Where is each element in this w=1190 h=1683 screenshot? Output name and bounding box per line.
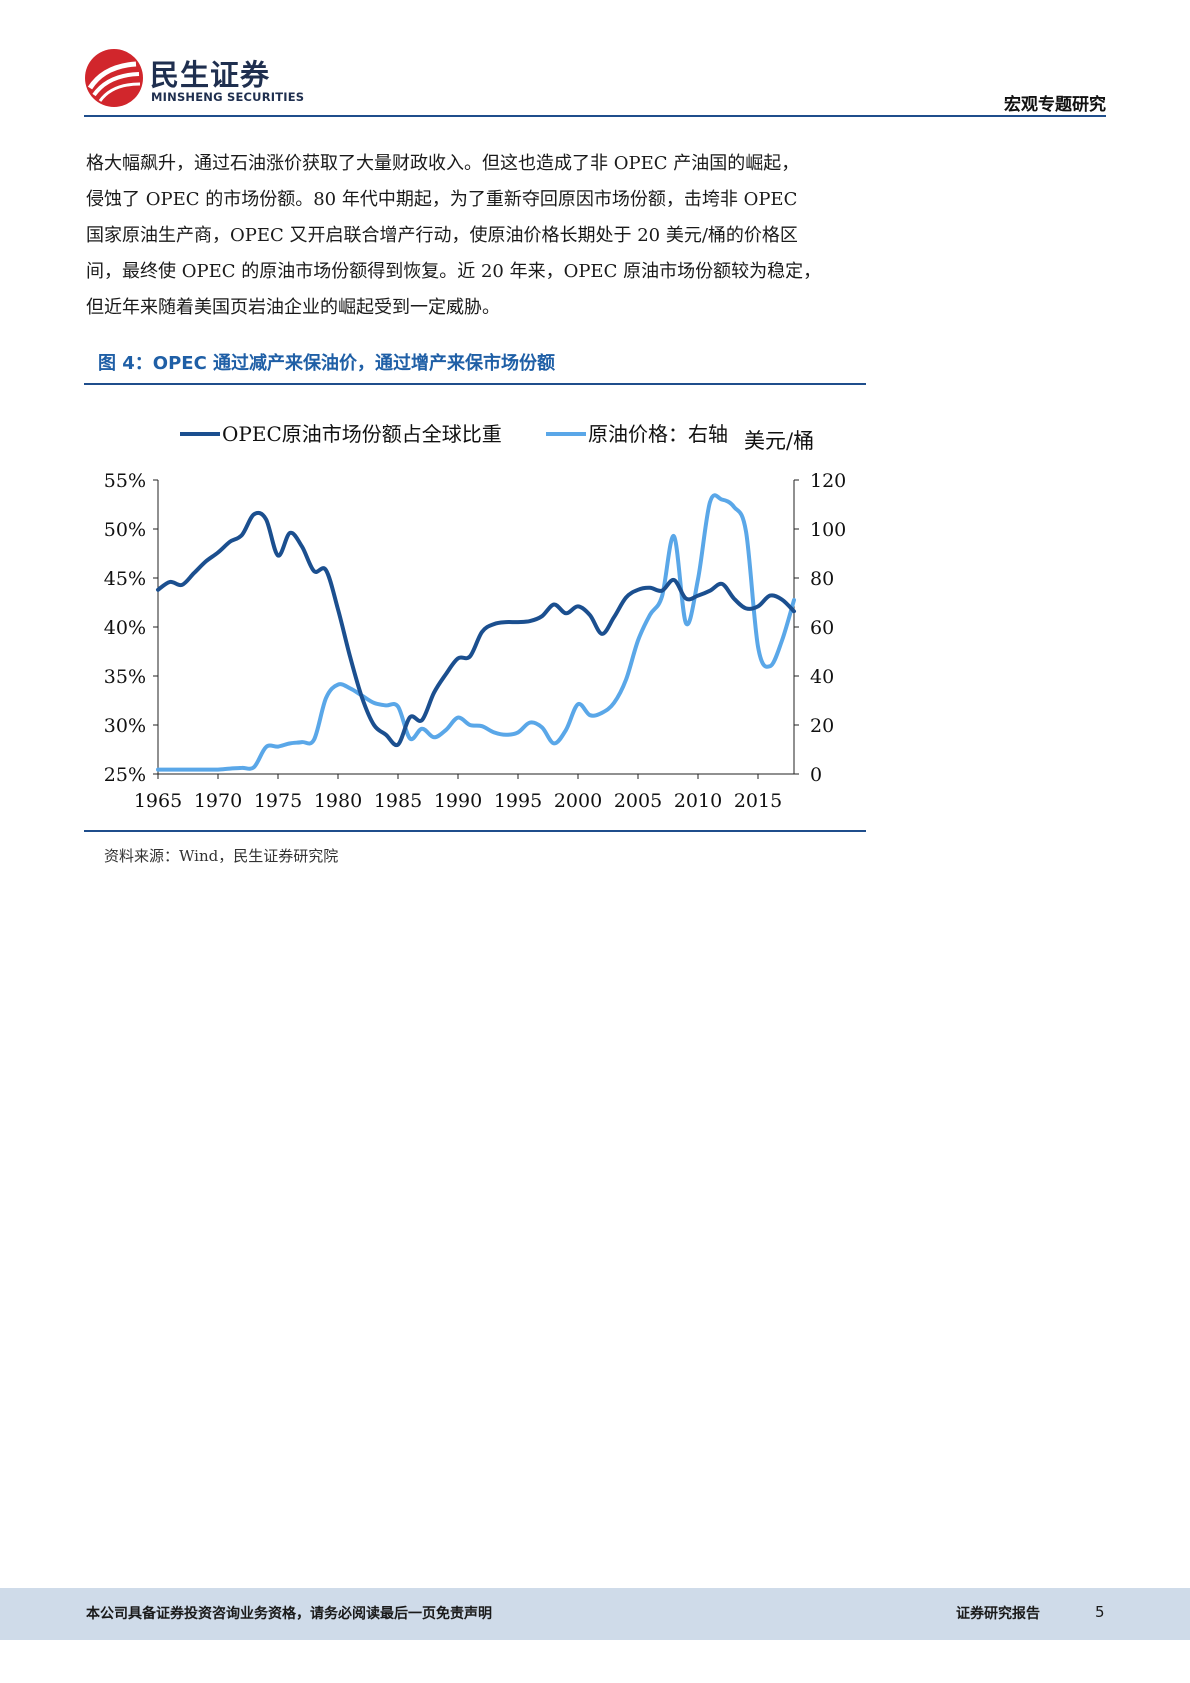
left-axis-tick-label: 25% <box>104 764 146 786</box>
right-axis-tick-label: 120 <box>810 470 846 492</box>
figure-title: 图 4：OPEC 通过减产来保油价，通过增产来保市场份额 <box>98 353 556 374</box>
logo-text-cn: 民生证券 <box>150 58 271 92</box>
body-line: 国家原油生产商，OPEC 又开启联合增产行动，使原油价格长期处于 20 美元/桶… <box>86 225 798 246</box>
body-paragraph: 格大幅飙升，通过石油涨价获取了大量财政收入。但这也造成了非 OPEC 产油国的崛… <box>86 146 896 326</box>
legend-label-opec-share: OPEC原油市场份额占全球比重 <box>222 422 502 446</box>
left-axis-tick-label: 30% <box>104 715 146 737</box>
right-axis-tick-label: 0 <box>810 764 822 786</box>
x-axis-tick-label: 1975 <box>254 790 302 812</box>
left-axis-tick-label: 40% <box>104 617 146 639</box>
x-axis-tick-label: 1965 <box>134 790 182 812</box>
right-axis-tick-label: 20 <box>810 715 834 737</box>
x-axis-tick-label: 1980 <box>314 790 362 812</box>
figure-bottom-divider <box>84 830 866 832</box>
x-axis-tick-label: 1990 <box>434 790 482 812</box>
right-axis-tick-label: 40 <box>810 666 834 688</box>
x-axis-tick-label: 1970 <box>194 790 242 812</box>
opec-share-series-line <box>156 510 796 748</box>
left-axis-tick-label: 55% <box>104 470 146 492</box>
page-number: 5 <box>1095 1603 1105 1621</box>
right-axis-tick-label: 80 <box>810 568 834 590</box>
right-axis-tick-label: 100 <box>810 519 846 541</box>
left-axis-tick-label: 35% <box>104 666 146 688</box>
x-axis-tick-label: 2010 <box>674 790 722 812</box>
body-line: 但近年来随着美国页岩油企业的崛起受到一定威胁。 <box>86 297 500 318</box>
oil-price-series-line <box>156 493 796 772</box>
footer-disclaimer: 本公司具备证券投资咨询业务资格，请务必阅读最后一页免责声明 <box>86 1606 492 1622</box>
header-divider <box>84 115 1106 117</box>
right-axis-tick-label: 60 <box>810 617 834 639</box>
body-line: 间，最终使 OPEC 的原油市场份额得到恢复。近 20 年来，OPEC 原油市场… <box>86 261 822 282</box>
body-line: 格大幅飙升，通过石油涨价获取了大量财政收入。但这也造成了非 OPEC 产油国的崛… <box>86 153 800 174</box>
left-axis-tick-label: 45% <box>104 568 146 590</box>
x-axis-tick-label: 1985 <box>374 790 422 812</box>
page-footer: 本公司具备证券投资咨询业务资格，请务必阅读最后一页免责声明 证券研究报告 5 <box>0 1588 1190 1640</box>
figure-top-divider <box>84 383 866 385</box>
right-axis-unit-label: 美元/桶 <box>744 429 814 453</box>
page-header: 民生证券 MINSHENG SECURITIES 宏观专题研究 <box>84 44 1106 116</box>
footer-report-type: 证券研究报告 <box>956 1606 1040 1622</box>
x-axis-tick-label: 2015 <box>734 790 782 812</box>
minsheng-logo-icon <box>85 49 143 107</box>
x-axis-tick-label: 1995 <box>494 790 542 812</box>
x-axis-tick-label: 2005 <box>614 790 662 812</box>
left-axis-tick-label: 50% <box>104 519 146 541</box>
body-line: 侵蚀了 OPEC 的市场份额。80 年代中期起，为了重新夺回原因市场份额，击垮非… <box>86 189 798 210</box>
legend-label-oil-price: 原油价格：右轴 <box>588 422 728 446</box>
logo-text-en: MINSHENG SECURITIES <box>151 90 305 104</box>
x-axis-tick-label: 2000 <box>554 790 602 812</box>
figure-source: 资料来源：Wind，民生证券研究院 <box>104 847 339 865</box>
opec-share-oil-price-chart: 25% 30% 35% 40% 45% 50% 55% 0 20 40 60 80 100 120 1965… <box>104 422 847 812</box>
report-series-title: 宏观专题研究 <box>1004 95 1106 115</box>
